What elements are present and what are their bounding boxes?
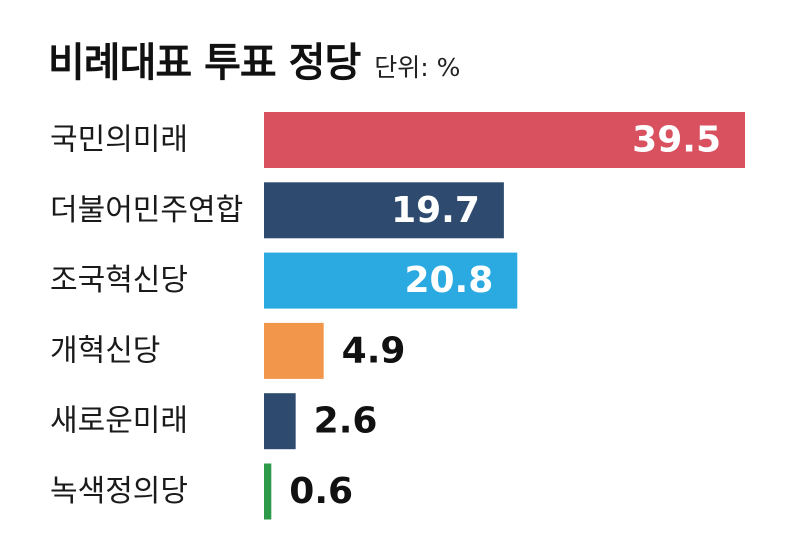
category-label: 녹색정의당 — [50, 474, 188, 509]
bar-row: 개혁신당 4.9 — [50, 322, 406, 379]
category-label: 새로운미래 — [50, 404, 188, 439]
bar-row: 녹색정의당 0.6 — [50, 463, 353, 520]
value-label: 39.5 — [632, 120, 721, 161]
bar — [264, 252, 518, 309]
bar-row: 새로운미래 2.6 — [50, 393, 378, 450]
bar — [264, 182, 504, 239]
bar-row: 더불어민주연합 19.7 — [50, 182, 504, 239]
category-label: 더불어민주연합 — [50, 193, 243, 228]
bar — [264, 393, 296, 450]
bar-row: 조국혁신당 20.8 — [50, 252, 518, 309]
bar — [264, 322, 324, 379]
value-label: 19.7 — [391, 190, 480, 231]
unit-label: 단위: % — [374, 53, 461, 82]
category-label: 조국혁신당 — [50, 263, 188, 298]
value-label: 20.8 — [404, 260, 493, 301]
chart-title: 비례대표 투표 정당 — [48, 40, 361, 86]
category-label: 국민의미래 — [50, 123, 188, 158]
value-label: 0.6 — [289, 471, 353, 512]
bar — [264, 112, 745, 168]
value-label: 4.9 — [342, 330, 406, 371]
category-label: 개혁신당 — [50, 333, 160, 368]
value-label: 2.6 — [314, 401, 378, 442]
chart-header: 비례대표 투표 정당 단위: % — [48, 30, 460, 88]
bar — [264, 463, 272, 520]
bar-row: 국민의미래 39.5 — [50, 112, 745, 168]
